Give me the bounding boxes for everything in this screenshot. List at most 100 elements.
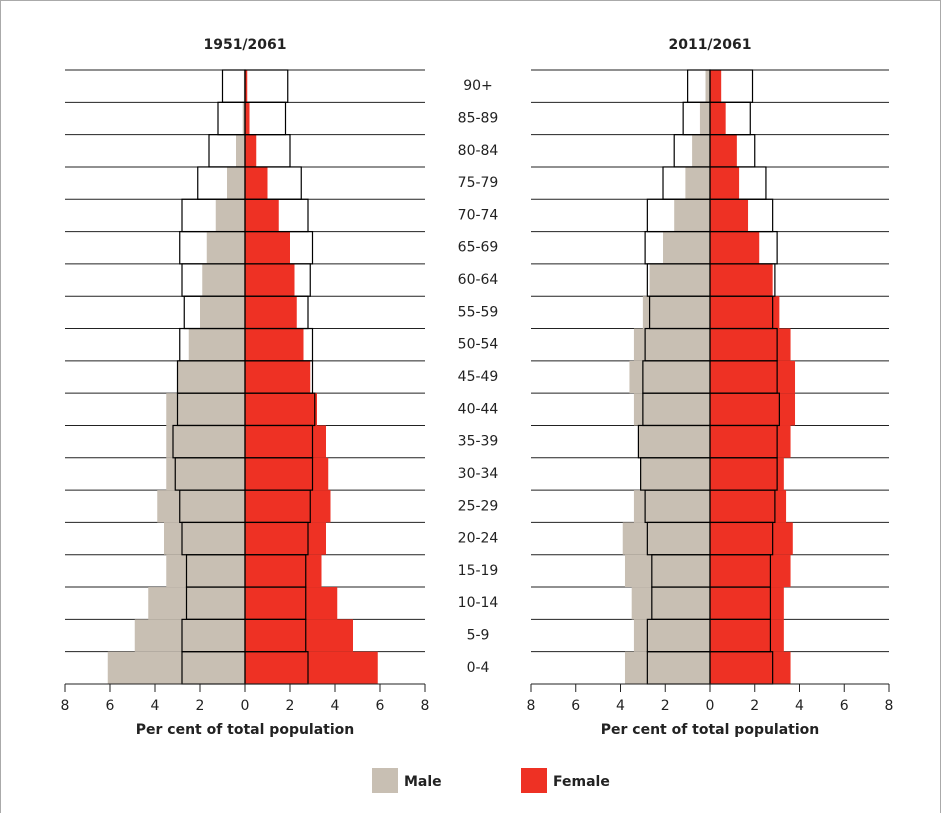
bar (245, 457, 329, 491)
bar (245, 328, 304, 361)
bar (206, 231, 245, 264)
legend-text: Male (404, 774, 442, 790)
x-axis-label: Per cent of total population (136, 722, 355, 738)
category-label: 50-54 (458, 337, 499, 353)
bar (640, 457, 710, 491)
bar (202, 263, 245, 297)
bar (674, 199, 710, 232)
category-label: 20-24 (458, 531, 499, 547)
bar (710, 70, 722, 103)
category-label: 30-34 (458, 466, 499, 482)
bar (710, 134, 737, 167)
bar (245, 199, 279, 232)
bar (166, 457, 245, 491)
bar (245, 425, 326, 458)
bar (166, 425, 245, 458)
category-label: 15-19 (458, 563, 499, 579)
x-tick-label: 6 (571, 698, 580, 714)
category-label: 75-79 (458, 175, 499, 191)
x-tick-label: 8 (885, 698, 894, 714)
category-label: 45-49 (458, 369, 499, 385)
bar (633, 619, 710, 652)
x-tick-label: 2 (661, 698, 670, 714)
bar (710, 425, 791, 458)
bar (227, 166, 245, 200)
bar (631, 587, 710, 620)
bar (710, 587, 784, 620)
legend-swatch (372, 768, 398, 793)
bar (642, 296, 710, 329)
category-label: 40-44 (458, 401, 499, 417)
x-tick-label: 0 (241, 698, 250, 714)
bar (710, 231, 760, 264)
bar (245, 554, 322, 588)
category-label: 10-14 (458, 595, 499, 611)
x-tick-label: 6 (376, 698, 385, 714)
projection-bar (709, 69, 754, 103)
category-label: 25-29 (458, 498, 499, 514)
bar (705, 70, 710, 103)
bar (215, 199, 245, 232)
bar (649, 263, 710, 297)
bar (710, 393, 796, 426)
bar (710, 102, 726, 135)
chart-title: 2011/2061 (668, 37, 751, 53)
bar (710, 328, 791, 361)
bar (699, 102, 710, 135)
bar (710, 619, 784, 652)
bar (710, 199, 749, 232)
bar (710, 166, 740, 200)
bar (236, 134, 245, 167)
bar (177, 360, 245, 394)
bar (166, 393, 245, 426)
x-tick-label: 8 (421, 698, 430, 714)
legend-swatch (521, 768, 547, 793)
bar (188, 328, 245, 361)
bar (200, 296, 245, 329)
category-label: 70-74 (458, 207, 499, 223)
bar (134, 619, 245, 652)
bar (245, 70, 248, 103)
bar (245, 587, 338, 620)
projection-bar (244, 101, 287, 136)
bar (622, 522, 710, 555)
bar (245, 490, 331, 523)
category-label: 85-89 (458, 110, 499, 126)
x-tick-label: 6 (106, 698, 115, 714)
category-label: 60-64 (458, 272, 499, 288)
bar (242, 102, 245, 135)
x-tick-label: 6 (840, 698, 849, 714)
bar (633, 490, 710, 523)
bar (157, 490, 245, 523)
category-label: 80-84 (458, 143, 499, 159)
x-tick-label: 2 (286, 698, 295, 714)
category-label: 5-9 (467, 628, 490, 644)
projection-bar (221, 69, 246, 103)
legend-text: Female (553, 774, 610, 790)
bar (710, 457, 784, 491)
bar (633, 328, 710, 361)
bar (685, 166, 710, 200)
bar (166, 554, 245, 588)
category-label: 55-59 (458, 304, 499, 320)
projection-bar (244, 69, 289, 103)
bar (710, 296, 780, 329)
bar (663, 231, 710, 264)
bar (245, 263, 295, 297)
x-tick-label: 4 (331, 698, 340, 714)
bar (710, 263, 773, 297)
chart-title: 1951/2061 (203, 37, 286, 53)
x-tick-label: 8 (61, 698, 70, 714)
category-label: 35-39 (458, 434, 499, 450)
bar (245, 619, 353, 652)
bar (710, 490, 787, 523)
x-axis-label: Per cent of total population (601, 722, 820, 738)
bar (624, 651, 710, 684)
projection-bar (217, 101, 246, 136)
bar (107, 651, 245, 684)
bar (148, 587, 245, 620)
x-tick-label: 8 (527, 698, 536, 714)
x-tick-label: 2 (750, 698, 759, 714)
